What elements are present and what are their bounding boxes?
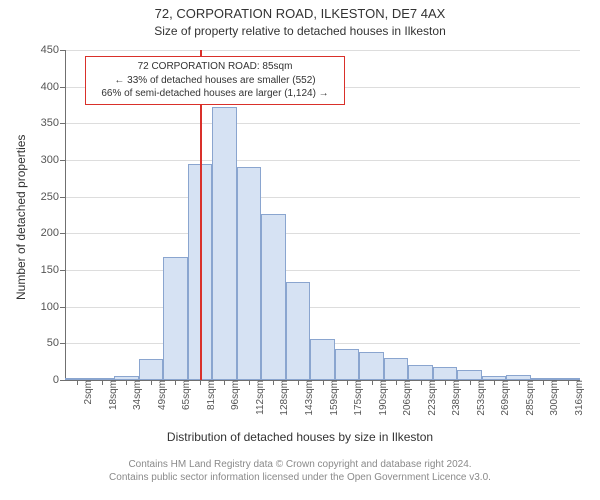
x-tick-label: 112sqm xyxy=(249,380,266,415)
y-tick-label: 250 xyxy=(41,191,65,203)
histogram-bar xyxy=(310,339,335,380)
y-gridline xyxy=(65,270,580,271)
y-tick-label: 150 xyxy=(41,264,65,276)
chart-container: { "title_line1": "72, CORPORATION ROAD, … xyxy=(0,0,600,500)
callout-line: 66% of semi-detached houses are larger (… xyxy=(92,87,338,101)
histogram-bar xyxy=(408,365,433,380)
footer-line-2: Contains public sector information licen… xyxy=(0,471,600,484)
callout-box: 72 CORPORATION ROAD: 85sqm← 33% of detac… xyxy=(85,56,345,105)
x-tick-label: 65sqm xyxy=(175,380,192,410)
histogram-bar xyxy=(433,367,458,380)
x-tick-label: 316sqm xyxy=(568,380,585,416)
y-tick-label: 50 xyxy=(47,337,65,349)
y-gridline xyxy=(65,233,580,234)
y-tick-label: 350 xyxy=(41,117,65,129)
x-tick-label: 18sqm xyxy=(102,380,119,410)
x-tick-label: 253sqm xyxy=(470,380,487,416)
histogram-bar xyxy=(163,257,188,380)
y-axis-line xyxy=(65,50,66,380)
x-tick-label: 300sqm xyxy=(543,380,560,416)
plot-area: 0501001502002503003504004502sqm18sqm34sq… xyxy=(65,50,580,380)
x-tick-label: 143sqm xyxy=(298,380,315,416)
x-tick-label: 49sqm xyxy=(151,380,168,410)
y-tick-label: 200 xyxy=(41,227,65,239)
x-tick-label: 206sqm xyxy=(396,380,413,416)
histogram-bar xyxy=(286,282,311,380)
x-tick-label: 2sqm xyxy=(77,380,94,404)
histogram-bar xyxy=(384,358,409,380)
histogram-bar xyxy=(335,349,360,380)
histogram-bar xyxy=(237,167,262,380)
y-tick-label: 100 xyxy=(41,301,65,313)
x-tick-label: 238sqm xyxy=(445,380,462,416)
y-tick-label: 450 xyxy=(41,44,65,56)
y-tick-label: 300 xyxy=(41,154,65,166)
histogram-bar xyxy=(457,370,482,380)
y-gridline xyxy=(65,50,580,51)
y-gridline xyxy=(65,307,580,308)
x-tick-label: 81sqm xyxy=(200,380,217,410)
y-tick-label: 400 xyxy=(41,81,65,93)
x-tick-label: 190sqm xyxy=(372,380,389,416)
x-tick-label: 223sqm xyxy=(421,380,438,416)
y-gridline xyxy=(65,160,580,161)
y-gridline xyxy=(65,123,580,124)
x-axis-label: Distribution of detached houses by size … xyxy=(0,430,600,444)
x-tick-label: 96sqm xyxy=(224,380,241,410)
histogram-bar xyxy=(261,214,286,380)
x-tick-label: 159sqm xyxy=(323,380,340,416)
x-tick-label: 285sqm xyxy=(519,380,536,416)
callout-line: ← 33% of detached houses are smaller (55… xyxy=(92,74,338,88)
y-tick-label: 0 xyxy=(53,374,65,386)
y-gridline xyxy=(65,197,580,198)
histogram-bar xyxy=(359,352,384,380)
footer-text: Contains HM Land Registry data © Crown c… xyxy=(0,458,600,484)
callout-line: 72 CORPORATION ROAD: 85sqm xyxy=(92,60,338,74)
footer-line-1: Contains HM Land Registry data © Crown c… xyxy=(0,458,600,471)
x-tick-label: 269sqm xyxy=(494,380,511,416)
x-tick-label: 175sqm xyxy=(347,380,364,416)
chart-title: 72, CORPORATION ROAD, ILKESTON, DE7 4AX xyxy=(0,6,600,21)
y-axis-label: Number of detached properties xyxy=(14,135,28,300)
x-tick-label: 128sqm xyxy=(273,380,290,416)
chart-subtitle: Size of property relative to detached ho… xyxy=(0,24,600,38)
x-tick-label: 34sqm xyxy=(126,380,143,410)
histogram-bar xyxy=(212,107,237,380)
histogram-bar xyxy=(139,359,164,380)
